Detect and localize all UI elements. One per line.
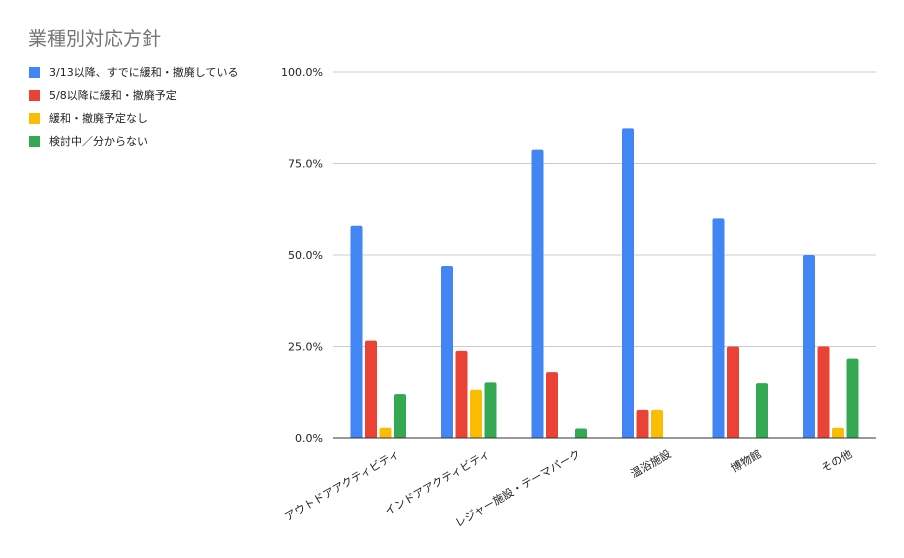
- bar-series-2: [727, 346, 739, 438]
- legend-item-series-3[interactable]: 緩和・撤廃予定なし: [29, 112, 255, 125]
- bar-series-2: [455, 350, 468, 438]
- bar-series-4: [394, 394, 406, 438]
- bar-series-2: [817, 346, 830, 438]
- bar-series-2: [365, 340, 377, 438]
- y-tick-label: 0.0%: [295, 432, 323, 445]
- bar-series-3: [651, 409, 663, 438]
- bar-series-2: [636, 409, 649, 438]
- bar-series-3: [470, 389, 482, 438]
- bar-series-2: [546, 372, 558, 438]
- bar-series-4: [846, 358, 859, 438]
- legend-label-series-1: 3/13以降、すでに緩和・撤廃している: [49, 66, 239, 79]
- bar-series-1: [441, 265, 453, 438]
- y-tick-label: 25.0%: [288, 341, 323, 354]
- chart-title: 業種別対応方針: [28, 28, 162, 50]
- bar-series-3: [832, 427, 844, 438]
- x-tick-label: アウトドアアクティビティ: [283, 447, 402, 523]
- bar-series-4: [756, 383, 768, 438]
- legend-swatch-series-3: [29, 113, 40, 124]
- legend-label-series-3: 緩和・撤廃予定なし: [49, 112, 148, 125]
- legend-item-series-2[interactable]: 5/8以降に緩和・撤廃予定: [29, 89, 255, 102]
- legend-label-series-2: 5/8以降に緩和・撤廃予定: [49, 89, 177, 102]
- y-tick-label: 75.0%: [288, 158, 323, 171]
- bar-series-1: [531, 149, 544, 439]
- legend-swatch-series-4: [29, 136, 40, 147]
- chart-legend: 3/13以降、すでに緩和・撤廃している 5/8以降に緩和・撤廃予定 緩和・撤廃予…: [29, 66, 255, 158]
- y-tick-label: 100.0%: [281, 66, 323, 79]
- legend-label-series-4: 検討中／分からない: [49, 135, 148, 148]
- legend-swatch-series-2: [29, 90, 40, 101]
- x-tick-label: 博物館: [728, 446, 764, 475]
- bar-series-4: [575, 428, 587, 438]
- legend-item-series-1[interactable]: 3/13以降、すでに緩和・撤廃している: [29, 66, 255, 79]
- bar-series-1: [350, 225, 363, 438]
- bar-series-4: [484, 382, 497, 438]
- bar-series-1: [622, 128, 634, 438]
- x-tick-label: その他: [819, 447, 854, 475]
- y-tick-label: 50.0%: [288, 249, 323, 262]
- x-tick-label: 温浴施設: [628, 446, 673, 480]
- legend-swatch-series-1: [29, 67, 40, 78]
- bar-series-1: [803, 255, 815, 438]
- bar-series-3: [379, 427, 392, 438]
- bar-series-1: [712, 218, 725, 438]
- legend-item-series-4[interactable]: 検討中／分からない: [29, 135, 255, 148]
